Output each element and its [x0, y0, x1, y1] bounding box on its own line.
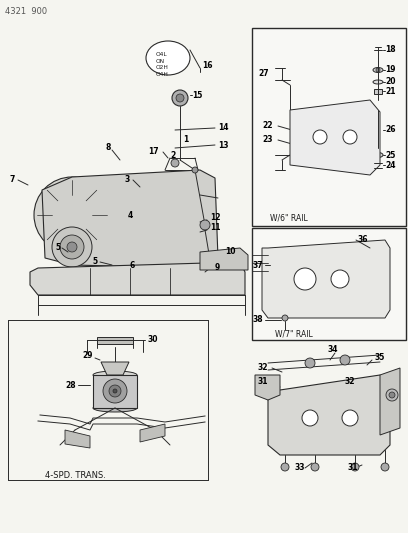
Text: O4L
ON
O2H
O4H: O4L ON O2H O4H: [156, 52, 169, 77]
Text: 15: 15: [192, 91, 202, 100]
Text: 2: 2: [170, 150, 175, 159]
Circle shape: [311, 463, 319, 471]
Text: 25: 25: [385, 150, 395, 159]
Polygon shape: [101, 362, 129, 375]
Circle shape: [302, 410, 318, 426]
Text: 29: 29: [82, 351, 93, 359]
Text: 37: 37: [253, 261, 264, 270]
Text: 4-SPD. TRANS.: 4-SPD. TRANS.: [45, 471, 106, 480]
Text: 3: 3: [125, 175, 130, 184]
Circle shape: [109, 385, 121, 397]
Text: 33: 33: [295, 464, 306, 472]
Polygon shape: [255, 375, 280, 400]
Text: 11: 11: [210, 223, 220, 232]
Text: 31: 31: [348, 464, 359, 472]
Text: 4: 4: [128, 211, 133, 220]
Polygon shape: [380, 368, 400, 435]
Circle shape: [294, 268, 316, 290]
Circle shape: [52, 227, 92, 267]
Text: 30: 30: [148, 335, 158, 344]
Bar: [374, 89, 382, 94]
Ellipse shape: [146, 41, 190, 75]
Polygon shape: [200, 248, 248, 270]
Circle shape: [313, 130, 327, 144]
Text: 13: 13: [218, 141, 228, 149]
Circle shape: [67, 242, 77, 252]
Text: 8: 8: [105, 143, 111, 152]
Text: 22: 22: [262, 122, 273, 131]
Circle shape: [103, 379, 127, 403]
Circle shape: [340, 355, 350, 365]
Polygon shape: [30, 262, 245, 295]
Text: W/7" RAIL: W/7" RAIL: [275, 329, 313, 338]
Ellipse shape: [373, 80, 383, 84]
Circle shape: [60, 235, 84, 259]
Circle shape: [44, 187, 100, 243]
Text: W/6" RAIL: W/6" RAIL: [270, 214, 308, 222]
Circle shape: [386, 389, 398, 401]
Circle shape: [351, 463, 359, 471]
Circle shape: [113, 389, 117, 393]
Text: 20: 20: [385, 77, 395, 86]
Circle shape: [60, 203, 84, 227]
Text: 10: 10: [225, 247, 235, 256]
Ellipse shape: [93, 404, 137, 412]
Text: 5: 5: [92, 257, 97, 266]
Text: 14: 14: [218, 124, 228, 133]
Polygon shape: [65, 430, 90, 448]
Text: 18: 18: [385, 45, 396, 54]
Text: 27: 27: [258, 69, 268, 78]
Text: 5: 5: [55, 244, 60, 253]
Polygon shape: [268, 375, 390, 455]
Text: 36: 36: [358, 236, 368, 245]
Polygon shape: [290, 100, 380, 175]
Circle shape: [282, 315, 288, 321]
Circle shape: [176, 94, 184, 102]
Circle shape: [281, 463, 289, 471]
Circle shape: [200, 220, 210, 230]
Circle shape: [389, 392, 395, 398]
Text: 32: 32: [345, 377, 355, 386]
Text: 16: 16: [202, 61, 213, 70]
Circle shape: [331, 270, 349, 288]
Bar: [97, 337, 133, 344]
Polygon shape: [262, 240, 390, 318]
Text: 17: 17: [148, 148, 159, 157]
Text: 35: 35: [375, 353, 386, 362]
Text: 28: 28: [65, 381, 75, 390]
Text: 24: 24: [385, 160, 395, 169]
Text: 7: 7: [10, 175, 16, 184]
Circle shape: [381, 463, 389, 471]
Text: 6: 6: [130, 261, 135, 270]
Text: 1: 1: [183, 135, 188, 144]
Circle shape: [192, 167, 198, 173]
Polygon shape: [42, 170, 218, 268]
Bar: [252, 28, 406, 226]
Text: 9: 9: [215, 263, 220, 272]
Text: 38: 38: [253, 316, 264, 325]
Text: 31: 31: [258, 377, 268, 386]
Bar: [252, 228, 406, 340]
Ellipse shape: [93, 371, 137, 379]
Text: 32: 32: [258, 364, 268, 373]
Circle shape: [376, 68, 380, 72]
Circle shape: [34, 177, 110, 253]
Text: 21: 21: [385, 86, 395, 95]
Text: 4321  900: 4321 900: [5, 7, 47, 17]
Circle shape: [172, 90, 188, 106]
Text: 12: 12: [210, 214, 220, 222]
Ellipse shape: [373, 152, 383, 157]
Ellipse shape: [373, 68, 383, 72]
Circle shape: [342, 410, 358, 426]
Circle shape: [305, 358, 315, 368]
Text: 26: 26: [385, 125, 395, 134]
Text: 19: 19: [385, 66, 395, 75]
Polygon shape: [93, 375, 137, 408]
Polygon shape: [140, 424, 165, 442]
Circle shape: [171, 159, 179, 167]
Text: 23: 23: [262, 135, 273, 144]
Text: 34: 34: [328, 345, 339, 354]
Circle shape: [343, 130, 357, 144]
